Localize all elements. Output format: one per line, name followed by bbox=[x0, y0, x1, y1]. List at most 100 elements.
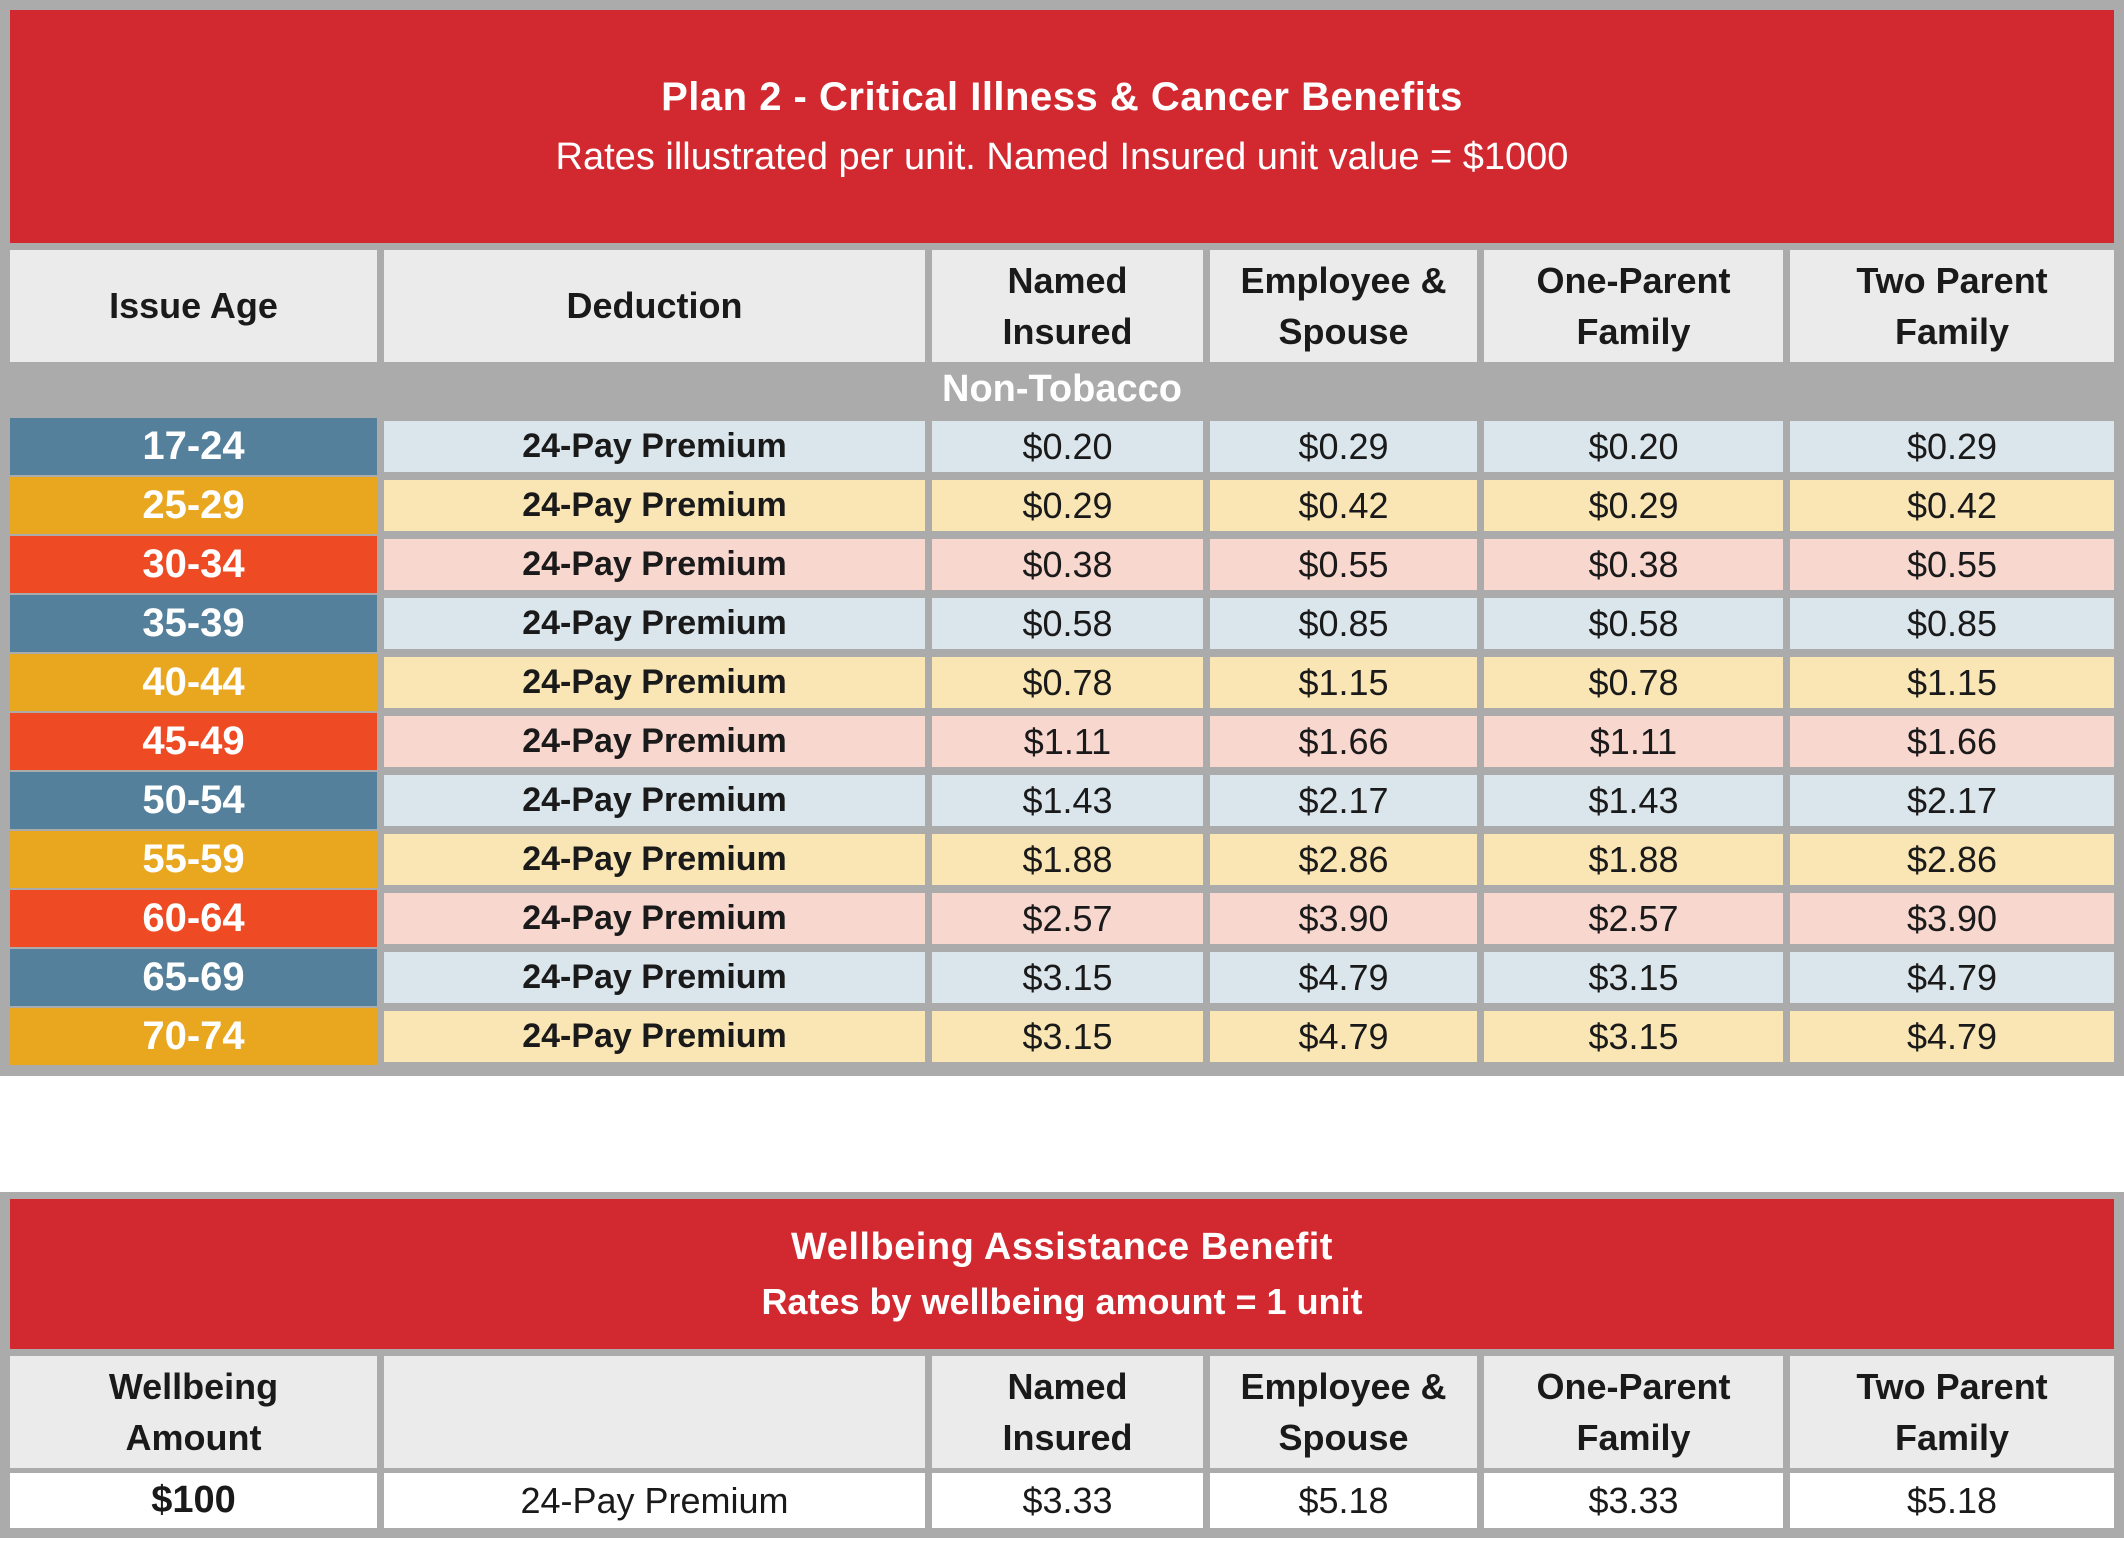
two-parent-family-rate-cell: $4.79 bbox=[1790, 1011, 2114, 1062]
one-parent-family-rate-cell: $0.58 bbox=[1484, 598, 1783, 649]
plan2-table-body: 17-24 24-Pay Premium $0.20 $0.29 $0.20 $0.29 2… bbox=[10, 417, 2114, 1066]
named-insured-rate-cell: $1.43 bbox=[932, 775, 1203, 826]
deduction-cell: 24-Pay Premium bbox=[384, 775, 925, 826]
wellbeing-column-header-1 bbox=[384, 1356, 925, 1468]
wellbeing-rate-table: Wellbeing Assistance Benefit Rates by we… bbox=[0, 1192, 2124, 1538]
employee-spouse-rate-cell: $0.85 bbox=[1210, 598, 1477, 649]
employee-spouse-rate-cell: $0.29 bbox=[1210, 421, 1477, 472]
named-insured-rate-cell: $3.15 bbox=[932, 952, 1203, 1003]
issue-age-cell: 65-69 bbox=[10, 949, 377, 1006]
issue-age-cell: 70-74 bbox=[10, 1008, 377, 1065]
two-parent-family-rate-cell: $3.90 bbox=[1790, 893, 2114, 944]
plan2-column-header-3: Employee & Spouse bbox=[1210, 250, 1477, 362]
plan2-rate-row: 25-29 24-Pay Premium $0.29 $0.42 $0.29 $0.42 bbox=[10, 476, 2114, 535]
plan2-column-header-0: Issue Age bbox=[10, 250, 377, 362]
plan2-table-title: Plan 2 - Critical Illness & Cancer Benef… bbox=[661, 74, 1463, 119]
plan2-column-header-4: One-Parent Family bbox=[1484, 250, 1783, 362]
wellbeing-table-banner: Wellbeing Assistance Benefit Rates by we… bbox=[10, 1199, 2114, 1349]
two-parent-family-rate-cell: $0.85 bbox=[1790, 598, 2114, 649]
deduction-cell: 24-Pay Premium bbox=[384, 1011, 925, 1062]
plan2-rate-row: 35-39 24-Pay Premium $0.58 $0.85 $0.58 $0.85 bbox=[10, 594, 2114, 653]
deduction-cell: 24-Pay Premium bbox=[384, 598, 925, 649]
deduction-cell: 24-Pay Premium bbox=[384, 952, 925, 1003]
named-insured-rate-cell: $3.15 bbox=[932, 1011, 1203, 1062]
issue-age-cell: 60-64 bbox=[10, 890, 377, 947]
employee-spouse-rate-cell: $2.17 bbox=[1210, 775, 1477, 826]
issue-age-cell: 45-49 bbox=[10, 713, 377, 770]
wellbeing-table-title: Wellbeing Assistance Benefit bbox=[791, 1225, 1333, 1268]
wellbeing-table-subtitle: Rates by wellbeing amount = 1 unit bbox=[761, 1280, 1363, 1322]
plan2-column-header-2: Named Insured bbox=[932, 250, 1203, 362]
wellbeing-column-header-row: Wellbeing Amount Named Insured Employee & … bbox=[10, 1356, 2114, 1468]
employee-spouse-rate-cell: $2.86 bbox=[1210, 834, 1477, 885]
named-insured-rate-cell: $2.57 bbox=[932, 893, 1203, 944]
issue-age-cell: 55-59 bbox=[10, 831, 377, 888]
named-insured-rate-cell: $0.78 bbox=[932, 657, 1203, 708]
deduction-cell: 24-Pay Premium bbox=[384, 834, 925, 885]
named-insured-rate-cell: $1.11 bbox=[932, 716, 1203, 767]
one-parent-family-rate-cell: $1.43 bbox=[1484, 775, 1783, 826]
wellbeing-table-row: $100 24-Pay Premium $3.33 $5.18 $3.33 $5.18 bbox=[10, 1468, 2114, 1528]
non-tobacco-section-label: Non-Tobacco bbox=[942, 368, 1182, 410]
employee-spouse-rate-cell: $1.15 bbox=[1210, 657, 1477, 708]
wellbeing-column-header-2: Named Insured bbox=[932, 1356, 1203, 1468]
named-insured-rate-cell: $0.58 bbox=[932, 598, 1203, 649]
one-parent-family-rate-cell: $0.29 bbox=[1484, 480, 1783, 531]
employee-spouse-rate-cell: $0.42 bbox=[1210, 480, 1477, 531]
two-parent-family-rate-cell: $1.66 bbox=[1790, 716, 2114, 767]
one-parent-family-rate-cell: $2.57 bbox=[1484, 893, 1783, 944]
plan2-rate-row: 45-49 24-Pay Premium $1.11 $1.66 $1.11 $1.66 bbox=[10, 712, 2114, 771]
named-insured-rate-cell: $0.38 bbox=[932, 539, 1203, 590]
plan2-column-header-row: Issue Age Deduction Named Insured Employee … bbox=[10, 250, 2114, 362]
one-parent-family-rate-cell: $3.15 bbox=[1484, 952, 1783, 1003]
plan2-rate-row: 17-24 24-Pay Premium $0.20 $0.29 $0.20 $0.29 bbox=[10, 417, 2114, 476]
issue-age-cell: 40-44 bbox=[10, 654, 377, 711]
named-insured-rate-cell: $1.88 bbox=[932, 834, 1203, 885]
issue-age-cell: 30-34 bbox=[10, 536, 377, 593]
one-parent-family-rate-cell: $3.33 bbox=[1484, 1473, 1783, 1528]
named-insured-rate-cell: $0.20 bbox=[932, 421, 1203, 472]
employee-spouse-rate-cell: $4.79 bbox=[1210, 1011, 1477, 1062]
plan2-rate-row: 70-74 24-Pay Premium $3.15 $4.79 $3.15 $4.79 bbox=[10, 1007, 2114, 1066]
wellbeing-amount-cell: $100 bbox=[10, 1473, 377, 1528]
plan2-rate-row: 60-64 24-Pay Premium $2.57 $3.90 $2.57 $3.90 bbox=[10, 889, 2114, 948]
plan2-table-subtitle: Rates illustrated per unit. Named Insure… bbox=[555, 135, 1569, 178]
one-parent-family-rate-cell: $1.88 bbox=[1484, 834, 1783, 885]
deduction-cell: 24-Pay Premium bbox=[384, 421, 925, 472]
issue-age-cell: 35-39 bbox=[10, 595, 377, 652]
wellbeing-column-header-0: Wellbeing Amount bbox=[10, 1356, 377, 1468]
deduction-cell: 24-Pay Premium bbox=[384, 1473, 925, 1528]
plan2-rate-row: 30-34 24-Pay Premium $0.38 $0.55 $0.38 $0.55 bbox=[10, 535, 2114, 594]
two-parent-family-rate-cell: $1.15 bbox=[1790, 657, 2114, 708]
one-parent-family-rate-cell: $0.20 bbox=[1484, 421, 1783, 472]
named-insured-rate-cell: $3.33 bbox=[932, 1473, 1203, 1528]
plan2-rate-row: 65-69 24-Pay Premium $3.15 $4.79 $3.15 $4.79 bbox=[10, 948, 2114, 1007]
two-parent-family-rate-cell: $2.86 bbox=[1790, 834, 2114, 885]
one-parent-family-rate-cell: $0.38 bbox=[1484, 539, 1783, 590]
two-parent-family-rate-cell: $0.42 bbox=[1790, 480, 2114, 531]
one-parent-family-rate-cell: $1.11 bbox=[1484, 716, 1783, 767]
employee-spouse-rate-cell: $1.66 bbox=[1210, 716, 1477, 767]
issue-age-cell: 50-54 bbox=[10, 772, 377, 829]
deduction-cell: 24-Pay Premium bbox=[384, 716, 925, 767]
plan2-rate-table: Plan 2 - Critical Illness & Cancer Benef… bbox=[0, 0, 2124, 1076]
deduction-cell: 24-Pay Premium bbox=[384, 480, 925, 531]
plan2-rate-row: 50-54 24-Pay Premium $1.43 $2.17 $1.43 $2.17 bbox=[10, 771, 2114, 830]
plan2-rate-row: 40-44 24-Pay Premium $0.78 $1.15 $0.78 $1.15 bbox=[10, 653, 2114, 712]
two-parent-family-rate-cell: $0.29 bbox=[1790, 421, 2114, 472]
wellbeing-column-header-3: Employee & Spouse bbox=[1210, 1356, 1477, 1468]
two-parent-family-rate-cell: $0.55 bbox=[1790, 539, 2114, 590]
plan2-column-header-5: Two Parent Family bbox=[1790, 250, 2114, 362]
two-parent-family-rate-cell: $2.17 bbox=[1790, 775, 2114, 826]
issue-age-cell: 17-24 bbox=[10, 418, 377, 475]
employee-spouse-rate-cell: $3.90 bbox=[1210, 893, 1477, 944]
named-insured-rate-cell: $0.29 bbox=[932, 480, 1203, 531]
two-parent-family-rate-cell: $5.18 bbox=[1790, 1473, 2114, 1528]
wellbeing-column-header-5: Two Parent Family bbox=[1790, 1356, 2114, 1468]
wellbeing-column-header-4: One-Parent Family bbox=[1484, 1356, 1783, 1468]
deduction-cell: 24-Pay Premium bbox=[384, 893, 925, 944]
one-parent-family-rate-cell: $3.15 bbox=[1484, 1011, 1783, 1062]
employee-spouse-rate-cell: $0.55 bbox=[1210, 539, 1477, 590]
plan2-table-banner: Plan 2 - Critical Illness & Cancer Benef… bbox=[10, 10, 2114, 243]
